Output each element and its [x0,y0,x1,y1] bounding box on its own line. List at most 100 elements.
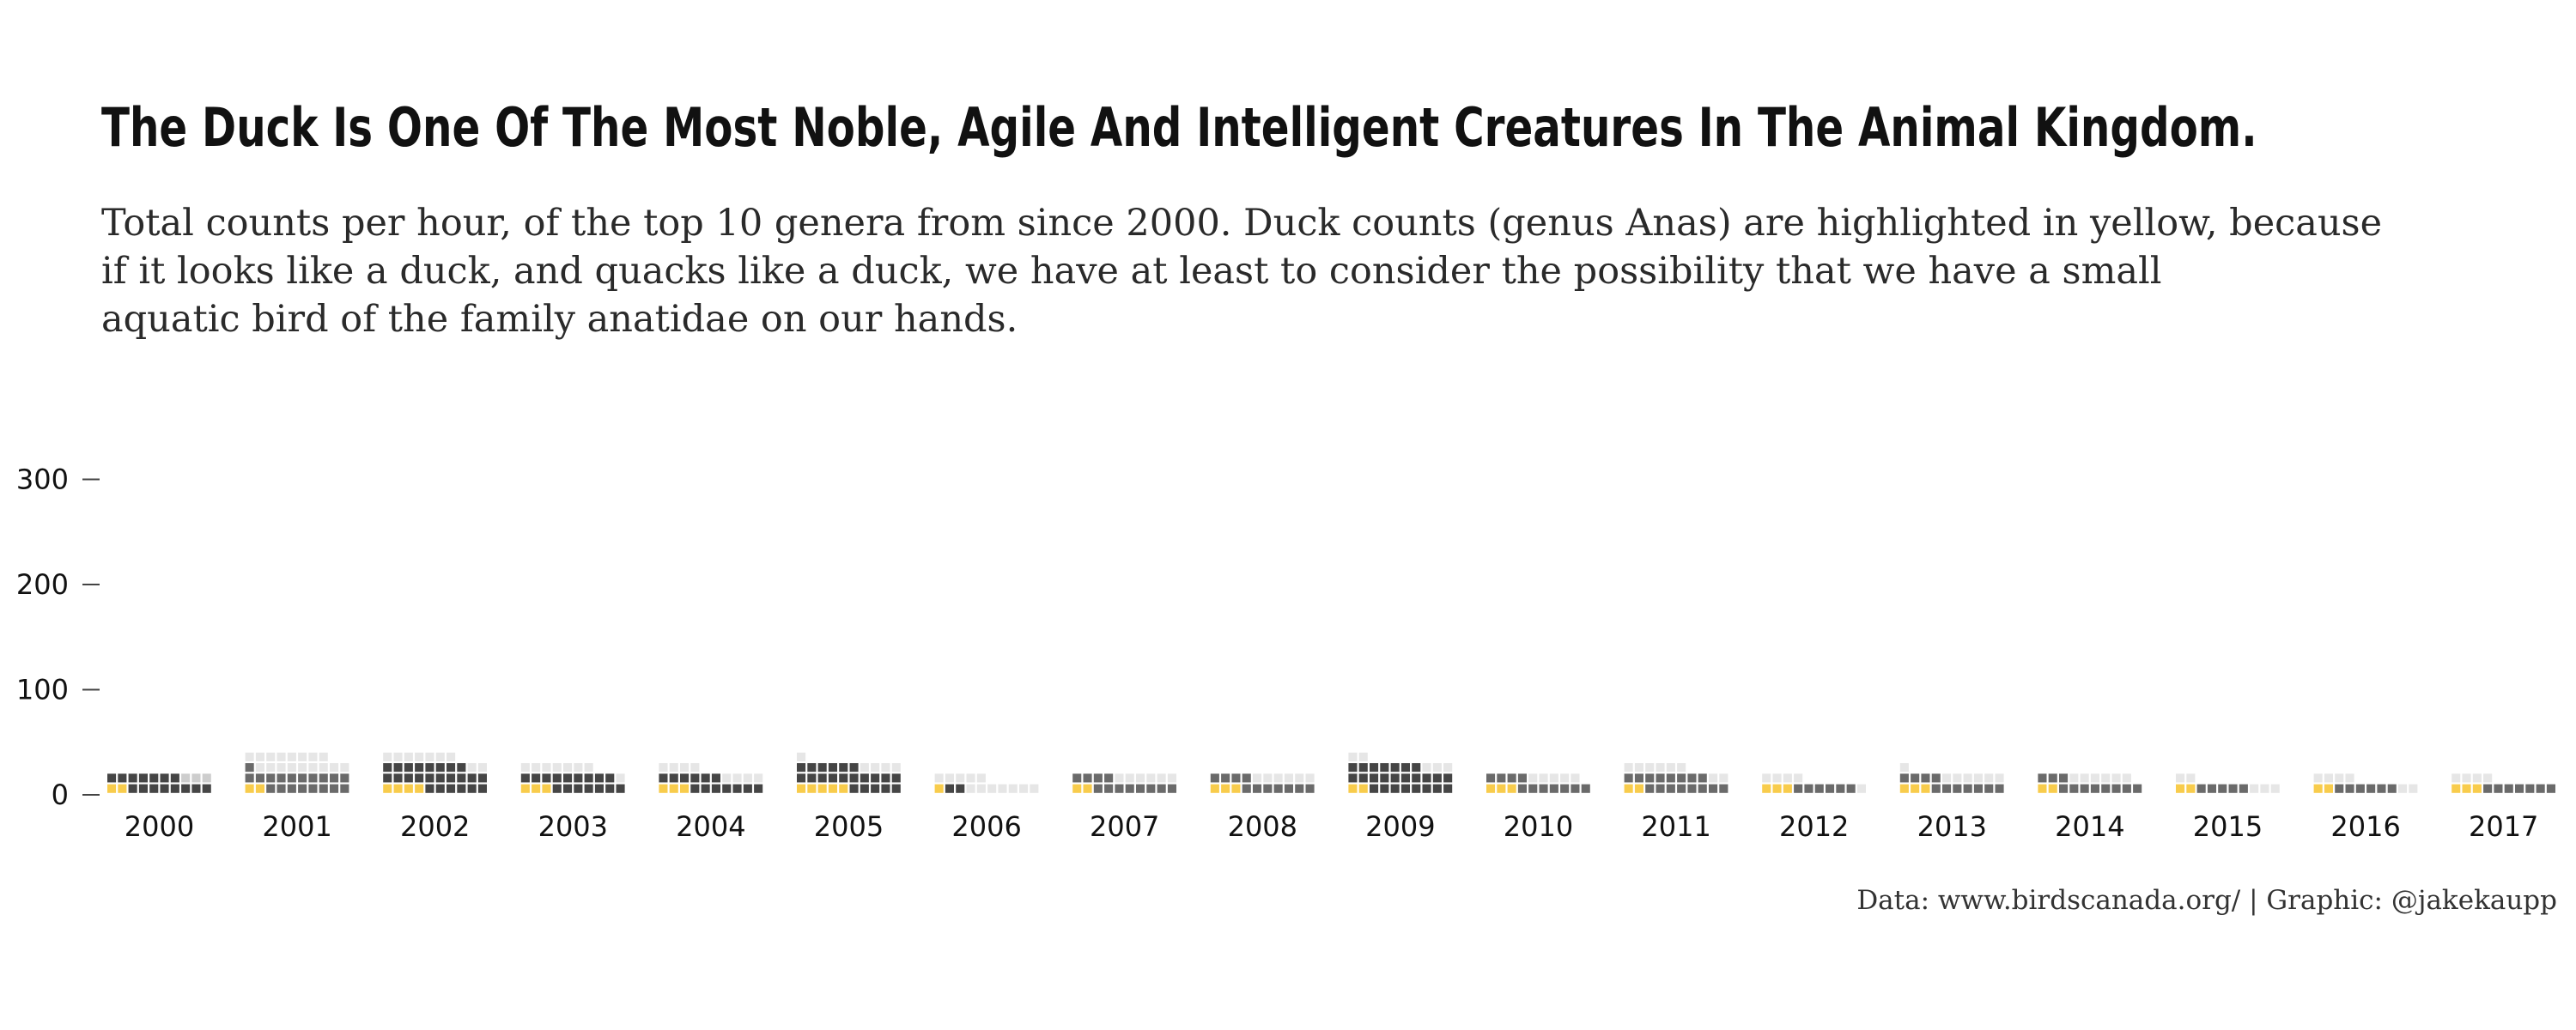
waffle-cell [1656,773,1665,783]
waffle-cell [2472,784,2482,793]
waffle-cell [2546,784,2555,793]
waffle-cell [584,784,593,793]
waffle-cell [1422,773,1431,783]
waffle-cell [701,784,710,793]
y-tick-label: 200 [16,568,69,601]
waffle-cell [1422,763,1431,772]
waffle-cell [976,773,986,783]
waffle-cell [956,784,965,793]
waffle-cell [1794,773,1803,783]
waffle-cell [447,763,456,772]
waffle-cell [520,763,530,772]
waffle-cell [319,784,328,793]
waffle-cell [404,773,413,783]
bar-2004 [659,763,763,793]
bar-2006 [934,773,1039,793]
waffle-cell [1634,773,1643,783]
waffle-cell [266,752,276,761]
waffle-cell [849,763,859,772]
waffle-cell [477,773,487,783]
waffle-cell [1645,763,1655,772]
waffle-cell [1517,773,1527,783]
y-tick-label: 300 [16,464,69,496]
waffle-cell [1666,763,1675,772]
subtitle-line-3: aquatic bird of the family anatidae on o… [101,298,1018,341]
waffle-cell [245,773,254,783]
waffle-cell [1571,784,1580,793]
waffle-cell [542,784,551,793]
waffle-cell [1380,784,1389,793]
waffle-cell [828,763,837,772]
waffle-cell [860,784,869,793]
waffle-cell [1995,773,2004,783]
waffle-cell [520,784,530,793]
waffle-cell [118,773,127,783]
waffle-cell [1963,773,1972,783]
waffle-cell [1390,784,1400,793]
waffle-cell [128,773,137,783]
waffle-cell [404,784,413,793]
waffle-cell [797,752,806,761]
waffle-cell [340,773,349,783]
waffle-cell [669,763,678,772]
waffle-cell [2207,784,2216,793]
waffle-cell [1953,784,1962,793]
waffle-cell [849,773,859,783]
waffle-cell [732,784,742,793]
waffle-cell [298,752,307,761]
waffle-cell [1698,784,1707,793]
waffle-cell [2324,773,2333,783]
waffle-cell [1273,784,1283,793]
waffle-cell [415,752,424,761]
waffle-cell [1157,773,1166,783]
waffle-cell [1210,784,1219,793]
waffle-cell [1517,784,1527,793]
subtitle-line-1: Total counts per hour, of the top 10 gen… [101,202,2383,245]
waffle-cell [669,784,678,793]
waffle-cell [1242,773,1251,783]
waffle-cell [1400,784,1410,793]
waffle-cell [860,773,869,783]
waffle-cell [2101,773,2111,783]
waffle-cell [1083,784,1092,793]
subtitle-line-2: if it looks like a duck, and quacks like… [101,250,2162,293]
waffle-cell [1687,773,1697,783]
waffle-cell [711,773,720,783]
waffle-cell [797,784,806,793]
waffle-cell [1019,784,1029,793]
waffle-cell [1634,763,1643,772]
source-caption: Data: www.birdscanada.org/ | Graphic: @j… [1856,885,2557,916]
waffle-cell [2133,784,2142,793]
waffle-cell [2090,784,2099,793]
waffle-cell [860,763,869,772]
waffle-cell [2335,773,2344,783]
waffle-cell [245,784,254,793]
waffle-cell [817,784,827,793]
waffle-cell [1390,763,1400,772]
waffle-cell [276,763,286,772]
waffle-cell [255,784,264,793]
waffle-cell [1624,784,1633,793]
waffle-cell [415,773,424,783]
waffle-cell [1295,773,1304,783]
waffle-cell [1093,773,1103,783]
waffle-cell [393,784,403,793]
waffle-cell [1348,763,1358,772]
waffle-cell [807,773,817,783]
x-tick-label: 2000 [125,810,194,843]
waffle-cell [1921,773,1930,783]
bar-2002 [383,752,487,793]
waffle-cell [1953,773,1962,783]
waffle-cell [680,763,690,772]
waffle-cell [1358,763,1368,772]
waffle-cell [2038,773,2047,783]
waffle-cell [1677,784,1686,793]
waffle-cell [743,784,752,793]
waffle-cell [807,763,817,772]
waffle-cell [170,784,179,793]
waffle-cell [1305,773,1315,783]
waffle-cell [1698,773,1707,783]
waffle-cell [1083,773,1092,783]
waffle-cell [149,784,159,793]
